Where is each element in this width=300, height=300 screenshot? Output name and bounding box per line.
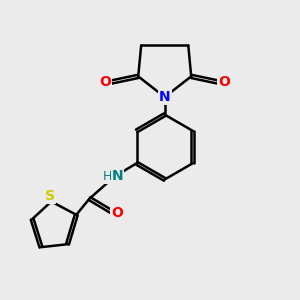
Text: O: O — [99, 75, 111, 89]
Text: N: N — [159, 90, 170, 104]
Text: H: H — [103, 170, 112, 183]
Text: N: N — [112, 169, 123, 184]
Text: O: O — [219, 75, 230, 89]
Text: O: O — [111, 206, 123, 220]
Text: S: S — [45, 189, 55, 202]
